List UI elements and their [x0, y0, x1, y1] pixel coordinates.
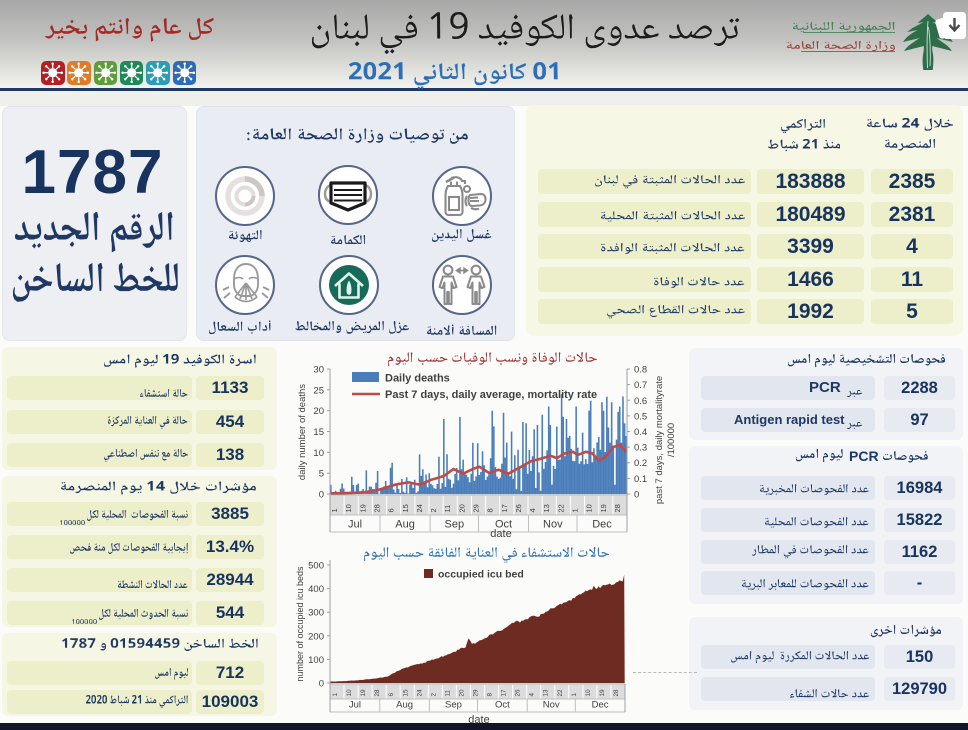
svg-text:29: 29 — [473, 689, 480, 697]
svg-text:Daily deaths: Daily deaths — [385, 373, 450, 385]
svg-text:occupied icu bed: occupied icu bed — [438, 569, 524, 581]
svg-text:10: 10 — [346, 689, 353, 697]
svg-text:Dec: Dec — [592, 700, 609, 711]
svg-text:0.1: 0.1 — [634, 474, 647, 485]
svg-text:10: 10 — [344, 504, 353, 512]
svg-text:20: 20 — [313, 406, 324, 417]
svg-text:10: 10 — [313, 448, 324, 459]
svg-text:28: 28 — [373, 504, 382, 512]
svg-text:8: 8 — [487, 693, 494, 697]
svg-text:Jul: Jul — [348, 519, 362, 531]
svg-text:2: 2 — [430, 693, 437, 697]
svg-text:2: 2 — [429, 508, 438, 512]
svg-text:0: 0 — [319, 679, 324, 690]
svg-text:6: 6 — [387, 508, 396, 512]
svg-text:24: 24 — [416, 689, 423, 697]
svg-text:500: 500 — [308, 561, 324, 572]
svg-text:13: 13 — [543, 689, 550, 697]
svg-text:0.2: 0.2 — [634, 458, 647, 469]
svg-text:28: 28 — [613, 504, 622, 512]
svg-text:8: 8 — [486, 508, 495, 512]
svg-text:20: 20 — [459, 689, 466, 697]
svg-text:Jul: Jul — [349, 700, 361, 711]
svg-text:19: 19 — [358, 504, 367, 512]
svg-text:4: 4 — [528, 508, 537, 512]
svg-text:26: 26 — [514, 504, 523, 512]
svg-text:30: 30 — [313, 365, 324, 376]
svg-text:Past 7 days, daily average, mo: Past 7 days, daily average, mortality ra… — [385, 389, 597, 401]
svg-text:15: 15 — [313, 427, 324, 438]
svg-text:26: 26 — [515, 689, 522, 697]
svg-text:200: 200 — [308, 631, 324, 642]
svg-text:1: 1 — [571, 508, 580, 512]
svg-text:15: 15 — [401, 504, 410, 512]
svg-text:0: 0 — [319, 490, 324, 501]
svg-text:0: 0 — [634, 490, 639, 501]
svg-text:22: 22 — [556, 504, 565, 512]
svg-text:0.4: 0.4 — [634, 427, 647, 438]
svg-text:6: 6 — [388, 693, 395, 697]
svg-text:/100000: /100000 — [666, 423, 677, 457]
svg-text:22: 22 — [557, 689, 564, 697]
svg-text:28: 28 — [613, 689, 620, 697]
svg-text:Aug: Aug — [395, 519, 415, 531]
svg-text:20: 20 — [457, 504, 466, 512]
svg-text:Oct: Oct — [495, 700, 510, 711]
svg-text:0.3: 0.3 — [634, 443, 647, 454]
svg-text:0.7: 0.7 — [634, 380, 647, 391]
svg-text:Nov: Nov — [543, 700, 560, 711]
svg-text:Dec: Dec — [592, 519, 612, 531]
svg-text:400: 400 — [308, 584, 324, 595]
svg-text:0.8: 0.8 — [634, 365, 647, 376]
svg-text:Oct: Oct — [495, 519, 512, 531]
svg-text:13: 13 — [542, 504, 551, 512]
svg-text:100: 100 — [308, 655, 324, 666]
svg-text:28: 28 — [374, 689, 381, 697]
svg-text:15: 15 — [402, 689, 409, 697]
svg-text:11: 11 — [444, 689, 451, 696]
svg-text:1: 1 — [571, 693, 578, 697]
svg-text:1: 1 — [330, 508, 339, 512]
svg-text:17: 17 — [500, 504, 509, 512]
svg-text:date: date — [490, 528, 511, 540]
svg-text:10: 10 — [585, 689, 592, 697]
svg-text:29: 29 — [472, 504, 481, 512]
svg-text:Sep: Sep — [445, 700, 462, 711]
svg-text:19: 19 — [599, 504, 608, 512]
svg-text:19: 19 — [360, 689, 367, 697]
svg-text:10: 10 — [585, 504, 594, 512]
svg-text:24: 24 — [415, 504, 424, 512]
svg-text:number of occupied icu beds: number of occupied icu beds — [295, 566, 305, 682]
svg-text:25: 25 — [313, 385, 324, 396]
svg-text:300: 300 — [308, 608, 324, 619]
svg-text:Nov: Nov — [543, 519, 563, 531]
svg-text:1: 1 — [332, 693, 339, 697]
svg-text:0.6: 0.6 — [634, 396, 647, 407]
svg-text:daily number of deaths: daily number of deaths — [297, 384, 308, 480]
svg-text:0.5: 0.5 — [634, 411, 647, 422]
svg-text:17: 17 — [501, 689, 508, 697]
svg-text:19: 19 — [599, 689, 606, 697]
svg-text:past 7 days, daily mortalityra: past 7 days, daily mortalityrate — [654, 376, 665, 504]
svg-text:5: 5 — [319, 469, 324, 480]
svg-text:4: 4 — [529, 693, 536, 697]
svg-text:11: 11 — [443, 505, 452, 513]
svg-text:Aug: Aug — [396, 700, 413, 711]
svg-text:Sep: Sep — [445, 519, 465, 531]
